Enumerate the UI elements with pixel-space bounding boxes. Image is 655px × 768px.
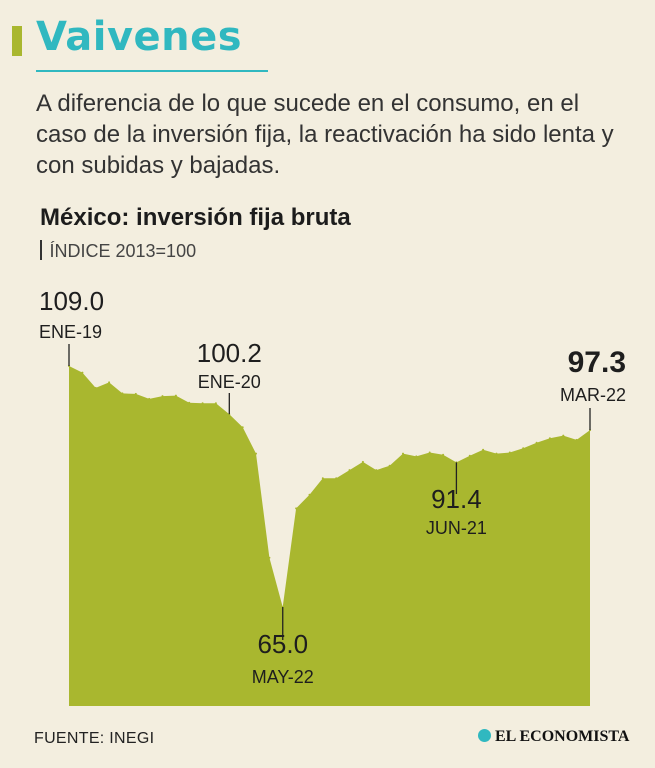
data-point <box>268 556 271 559</box>
annotation-date-label: MAR-22 <box>560 385 626 405</box>
subtitle-divider <box>40 240 42 260</box>
brand-icon <box>478 729 491 742</box>
annotation-value: 97.3 <box>568 346 626 379</box>
intro-text: A diferencia de lo que sucede en el cons… <box>36 90 614 179</box>
data-point <box>348 469 351 472</box>
annotation-value: 65.0 <box>257 629 308 659</box>
data-point <box>468 454 471 457</box>
data-point <box>428 451 431 454</box>
data-point <box>94 386 97 389</box>
series-area <box>69 366 590 706</box>
chart-subtitle-text: ÍNDICE 2013=100 <box>49 241 197 261</box>
annotation-value: 109.0 <box>39 286 104 316</box>
data-point <box>388 464 391 467</box>
data-point <box>121 392 124 395</box>
chart-title: México: inversión fija bruta <box>40 204 351 231</box>
data-point <box>255 452 257 455</box>
data-point <box>108 381 111 384</box>
page-title: Vaivenes <box>36 14 243 60</box>
data-point <box>375 469 378 472</box>
data-point <box>308 493 311 496</box>
data-point <box>188 401 191 404</box>
data-point <box>495 452 498 455</box>
annotation-date-label: JUN-21 <box>426 518 487 538</box>
chart-subtitle: ÍNDICE 2013=100 <box>40 240 196 262</box>
data-point <box>161 395 164 398</box>
data-point <box>214 402 217 405</box>
data-point <box>335 477 338 480</box>
annotation-date-label: ENE-19 <box>39 322 102 342</box>
data-point <box>201 402 204 405</box>
data-point <box>361 460 364 463</box>
data-point <box>415 455 418 458</box>
data-point <box>508 451 511 454</box>
data-point <box>134 392 137 395</box>
data-point <box>482 448 485 451</box>
data-point <box>442 453 445 456</box>
data-point <box>148 397 151 400</box>
data-point <box>295 507 298 510</box>
data-point <box>241 426 244 429</box>
data-point <box>548 437 551 440</box>
annotation-value: 91.4 <box>431 484 482 514</box>
data-point <box>402 452 404 455</box>
brand-name: EL ECONOMISTA <box>495 728 630 745</box>
data-point <box>535 441 538 444</box>
annotation-value: 100.2 <box>197 338 262 368</box>
annotation-date-label: ENE-20 <box>198 372 261 392</box>
annotation-date-label: MAY-22 <box>252 667 314 687</box>
title-accent-bar <box>12 26 22 56</box>
source-note: FUENTE: INEGI <box>34 730 155 747</box>
data-point <box>562 434 565 437</box>
data-point <box>522 447 525 450</box>
data-point <box>575 438 578 441</box>
brand-logo: EL ECONOMISTA <box>478 728 629 746</box>
title-underline <box>36 70 268 72</box>
data-point <box>174 394 177 397</box>
data-point <box>81 371 84 374</box>
data-point <box>321 477 324 480</box>
